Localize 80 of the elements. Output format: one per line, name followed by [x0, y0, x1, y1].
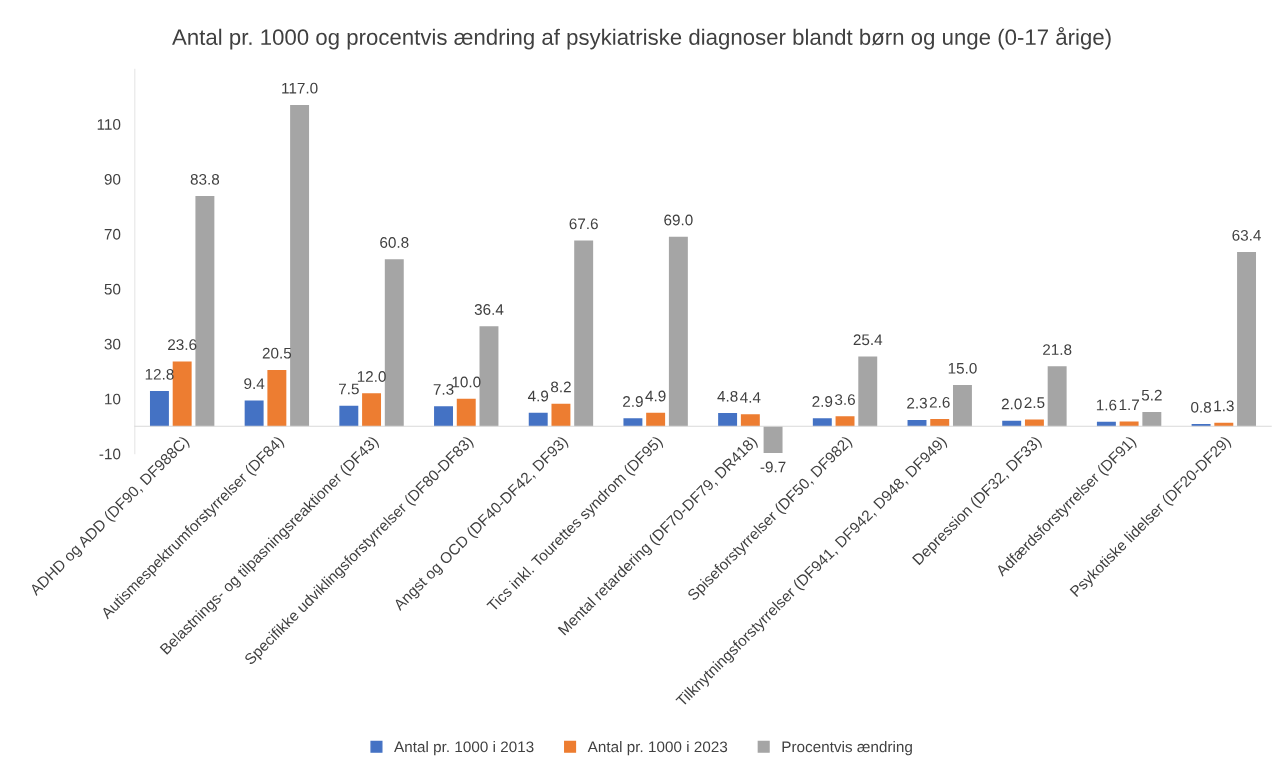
data-label: 2.9: [812, 396, 833, 407]
bar: [763, 426, 783, 453]
data-label: 2.6: [929, 396, 950, 408]
bar: [172, 361, 192, 427]
y-tick-label: 10: [105, 393, 121, 405]
y-tick-label: 50: [104, 283, 121, 295]
data-label: 1.7: [1119, 399, 1139, 411]
chart-title: Antal pr. 1000 og procentvis ændring af psykiatriske diagnoser blandt børn og unge (0-17 årige): [172, 26, 1111, 50]
bar: [1142, 411, 1162, 427]
bar: [384, 259, 404, 427]
legend-label: Procentvis ændring: [782, 741, 912, 756]
bar: [952, 385, 972, 427]
bar: [551, 403, 571, 427]
bar: [1002, 420, 1022, 427]
bar: [456, 398, 476, 427]
data-label: 0.8: [1191, 401, 1212, 413]
bar: [244, 400, 264, 427]
data-label: 9.4: [244, 378, 265, 390]
bar: [528, 412, 548, 427]
data-label: -9.7: [760, 461, 786, 473]
bar: [646, 412, 666, 427]
data-label: 10.0: [452, 376, 481, 388]
bar: [1191, 424, 1211, 427]
bar: [574, 240, 594, 427]
bar: [812, 418, 832, 427]
data-label: 5.2: [1141, 389, 1162, 401]
bar: [858, 356, 878, 427]
y-tick-label: 110: [97, 119, 121, 130]
data-label: 23.6: [168, 339, 197, 351]
bar: [434, 406, 453, 427]
bar: [1047, 366, 1067, 427]
bar: [195, 196, 215, 427]
data-label: 117.0: [282, 82, 318, 94]
data-label: 21.8: [1043, 344, 1072, 356]
bar: [290, 104, 310, 427]
data-label: 1.3: [1214, 400, 1234, 412]
data-label: 36.4: [474, 304, 504, 315]
data-label: 25.4: [853, 334, 883, 346]
y-tick-label: 90: [104, 173, 121, 185]
data-label: 12.0: [357, 371, 386, 382]
data-label: 7.3: [433, 384, 454, 395]
bar: [149, 391, 169, 427]
data-label: 69.0: [664, 214, 693, 226]
data-label: 2.0: [1001, 398, 1022, 410]
bar: [267, 369, 287, 427]
bar: [930, 419, 950, 427]
y-tick-label: 70: [104, 228, 121, 240]
data-label: 63.4: [1232, 229, 1261, 241]
bar: [339, 405, 359, 427]
data-label: 2.9: [623, 396, 643, 407]
legend-label: Antal pr. 1000 i 2013: [394, 741, 534, 756]
data-label: 4.9: [527, 390, 549, 402]
bar: [623, 418, 643, 427]
data-label: 4.9: [645, 390, 666, 402]
bar: [835, 416, 855, 427]
data-label: 2.3: [907, 397, 927, 409]
bar: [740, 414, 760, 427]
y-tick-label: -10: [99, 448, 121, 460]
data-label: 7.5: [339, 383, 359, 395]
bar: [479, 326, 499, 427]
data-label: 20.5: [262, 347, 292, 359]
bar: [1237, 252, 1257, 427]
bar: [362, 393, 382, 427]
data-label: 15.0: [948, 362, 977, 374]
data-label: 8.2: [550, 381, 571, 393]
data-label: 3.6: [835, 394, 855, 406]
y-tick-label: 30: [104, 338, 121, 350]
data-label: 1.6: [1096, 399, 1117, 411]
data-label: 67.6: [569, 218, 598, 230]
data-label: 83.8: [190, 173, 220, 185]
data-label: 4.4: [740, 392, 761, 403]
data-label: 60.8: [380, 237, 409, 248]
bar: [1096, 421, 1116, 427]
bar: [1024, 419, 1044, 427]
data-label: 4.8: [717, 390, 738, 402]
bar: [668, 236, 688, 427]
bar: [907, 419, 927, 427]
data-label: 2.5: [1024, 397, 1045, 409]
legend-label: Antal pr. 1000 i 2023: [587, 741, 728, 756]
bar: [718, 413, 738, 427]
